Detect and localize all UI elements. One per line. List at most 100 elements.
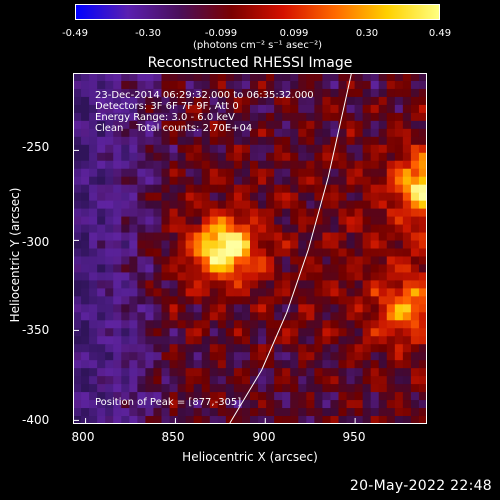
heatmap-cell xyxy=(386,296,396,305)
heatmap-cell xyxy=(193,168,203,178)
heatmap-cell xyxy=(161,192,171,202)
heatmap-cell xyxy=(378,288,388,297)
heatmap-cell xyxy=(97,144,106,154)
heatmap-cell xyxy=(121,200,130,210)
heatmap-cell xyxy=(241,384,251,393)
heatmap-cell xyxy=(418,224,427,234)
heatmap-cell xyxy=(209,320,219,329)
heatmap-cell xyxy=(298,192,307,202)
heatmap-cell xyxy=(137,168,147,178)
heatmap-cell xyxy=(89,280,98,289)
heatmap-cell xyxy=(386,224,396,234)
heatmap-cell xyxy=(169,112,179,122)
heatmap-cell xyxy=(410,344,420,353)
heatmap-cell xyxy=(153,376,163,385)
heatmap-cell xyxy=(378,344,388,353)
heatmap-cell xyxy=(209,120,219,130)
heatmap-cell xyxy=(81,80,90,90)
heatmap-cell xyxy=(185,320,195,329)
heatmap-cell xyxy=(97,80,106,90)
heatmap-cell xyxy=(330,376,340,385)
heatmap-cell xyxy=(121,336,130,345)
heatmap-cell xyxy=(322,416,332,424)
heatmap-cell xyxy=(161,264,171,274)
heatmap-cell xyxy=(370,376,380,385)
heatmap-cell xyxy=(137,248,147,258)
heatmap-cell xyxy=(306,320,315,329)
heatmap-cell xyxy=(354,344,364,353)
heatmap-cell xyxy=(402,376,412,385)
heatmap-cell xyxy=(185,168,195,178)
heatmap-cell xyxy=(97,128,106,138)
heatmap-cell xyxy=(282,96,291,106)
heatmap-cell xyxy=(193,232,203,242)
heatmap-cell xyxy=(241,224,251,234)
heatmap-cell xyxy=(193,152,203,162)
heatmap-cell xyxy=(386,192,396,202)
heatmap-cell xyxy=(338,208,348,218)
heatmap-cell xyxy=(97,176,106,186)
heatmap-cell xyxy=(161,368,171,377)
heatmap-cell xyxy=(193,320,203,329)
heatmap-cell xyxy=(73,192,82,202)
heatmap-cell xyxy=(129,288,138,297)
heatmap-cell xyxy=(386,288,396,297)
heatmap-cell xyxy=(89,256,98,266)
heatmap-cell xyxy=(121,400,130,409)
heatmap-cell xyxy=(193,368,203,377)
heatmap-cell xyxy=(169,304,179,313)
heatmap-cell xyxy=(266,264,275,274)
heatmap-cell xyxy=(137,144,147,154)
heatmap-cell xyxy=(153,208,163,218)
heatmap-cell xyxy=(89,400,98,409)
heatmap-cell xyxy=(338,304,348,313)
heatmap-cell xyxy=(129,112,138,122)
heatmap-cell xyxy=(386,368,396,377)
heatmap-cell xyxy=(362,368,372,377)
heatmap-cell xyxy=(298,144,307,154)
heatmap-cell xyxy=(370,136,380,146)
heatmap-cell xyxy=(306,352,315,361)
heatmap-cell xyxy=(129,73,138,82)
heatmap-cell xyxy=(306,256,315,266)
heatmap-cell xyxy=(153,288,163,297)
heatmap-cell xyxy=(153,368,163,377)
heatmap-cell xyxy=(314,160,324,170)
heatmap-cell xyxy=(81,376,90,385)
heatmap-cell xyxy=(322,224,332,234)
heatmap-cell xyxy=(386,96,396,106)
heatmap-cell xyxy=(250,328,259,337)
heatmap-cell xyxy=(89,288,98,297)
heatmap-cell xyxy=(193,384,203,393)
heatmap-cell xyxy=(201,224,211,234)
heatmap-cell xyxy=(362,360,372,369)
heatmap-cell xyxy=(274,216,283,226)
y-tick-label: -250 xyxy=(22,140,50,154)
heatmap-cell xyxy=(394,73,404,82)
heatmap-cell xyxy=(362,344,372,353)
heatmap-cell xyxy=(282,328,291,337)
plot-frame xyxy=(73,73,427,424)
heatmap-cell xyxy=(209,288,219,297)
heatmap-cell xyxy=(282,216,291,226)
heatmap-cell xyxy=(217,304,227,313)
heatmap-cell xyxy=(225,352,235,361)
heatmap-cell xyxy=(346,168,356,178)
heatmap-cell xyxy=(81,136,90,146)
heatmap-cell xyxy=(97,304,106,313)
heatmap-cell xyxy=(314,73,324,82)
heatmap-cell xyxy=(386,112,396,122)
heatmap-cell xyxy=(121,176,130,186)
heatmap-cell xyxy=(185,400,195,409)
heatmap-cell xyxy=(193,104,203,114)
heatmap-cell xyxy=(394,296,404,305)
heatmap-cell xyxy=(306,360,315,369)
heatmap-cell xyxy=(217,88,227,98)
heatmap-cell xyxy=(330,416,340,424)
heatmap-cell xyxy=(298,88,307,98)
heatmap-cell xyxy=(105,248,114,258)
heatmap-cell xyxy=(250,128,259,138)
heatmap-cell xyxy=(282,112,291,122)
heatmap-cell xyxy=(177,96,187,106)
heatmap-cell xyxy=(266,136,275,146)
